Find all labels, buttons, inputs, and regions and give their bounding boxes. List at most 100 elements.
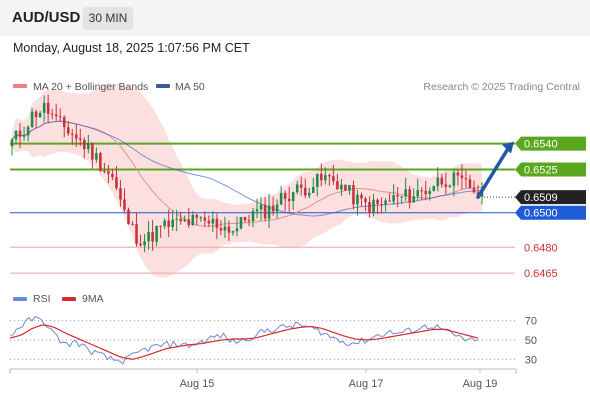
x-tick-label: Aug 15 [180, 378, 215, 390]
candle-body [412, 196, 415, 203]
candle-body [235, 228, 239, 232]
candle-body [171, 219, 174, 228]
candle [436, 167, 440, 192]
current-price-label-box [515, 190, 586, 205]
candle-body [392, 195, 395, 202]
candle-body [456, 172, 460, 176]
candle [420, 186, 424, 201]
candle-body [380, 203, 383, 205]
resistance-label-box [515, 162, 586, 177]
candle-body [324, 175, 327, 181]
candle [456, 169, 460, 186]
candle [139, 234, 142, 247]
candle-body [99, 153, 102, 171]
candle-body [58, 116, 62, 118]
candle-body [311, 187, 315, 193]
candle [95, 147, 98, 163]
candle [291, 191, 295, 210]
candle [235, 216, 239, 237]
candle [428, 187, 432, 201]
candle-body [267, 205, 271, 219]
candle-body [195, 214, 199, 218]
candle [151, 220, 154, 251]
candle-body [444, 184, 448, 187]
candle [219, 220, 223, 236]
support-label: 0.6500 [524, 208, 558, 220]
bollinger-legend-swatch [13, 84, 27, 88]
candle-body [46, 102, 50, 114]
candle [66, 120, 70, 136]
candle-body [243, 216, 247, 221]
candle [424, 180, 428, 201]
candle [87, 134, 90, 154]
timeframe-button[interactable]: 30 MIN [83, 7, 133, 30]
candle-body [219, 227, 223, 231]
candle-body [332, 176, 335, 182]
candle [207, 215, 211, 228]
candle [187, 208, 191, 228]
candle [155, 225, 158, 247]
candle-body [452, 172, 456, 186]
candle [103, 162, 106, 174]
candle [267, 194, 271, 228]
candle [356, 189, 359, 216]
candle [74, 124, 78, 147]
rsi-level-label: 70 [525, 316, 537, 328]
candle-body [155, 225, 158, 242]
candle-body [239, 216, 243, 229]
candle [159, 225, 162, 238]
candle-body [428, 191, 432, 195]
rsi-level-label: 50 [525, 335, 537, 347]
candle-body [404, 189, 407, 197]
candle-body [360, 194, 363, 199]
candle [311, 177, 315, 194]
candle-body [107, 171, 110, 174]
candle [247, 214, 251, 226]
candle-body [364, 198, 367, 203]
candle [167, 209, 170, 238]
candle-body [307, 192, 311, 196]
candle [10, 138, 14, 156]
candle-body [211, 218, 215, 224]
candle [332, 164, 335, 186]
candle-body [440, 177, 444, 185]
candle-body [376, 199, 379, 204]
candle-body [151, 231, 154, 242]
candle-body [344, 184, 347, 191]
candle-body [163, 220, 166, 227]
candle-body [111, 173, 114, 178]
candle [111, 168, 114, 181]
candle [299, 176, 303, 196]
candle-body [207, 220, 211, 224]
candle [239, 216, 243, 230]
candle-body [368, 202, 371, 213]
candle [231, 230, 235, 236]
ma50-legend-label: MA 50 [175, 81, 205, 93]
candle [251, 207, 255, 228]
rsi-legend-swatch [13, 297, 27, 301]
candle [444, 172, 448, 195]
candle-body [255, 209, 259, 212]
candle-body [87, 143, 90, 150]
candle [340, 178, 343, 197]
candle [175, 209, 178, 232]
rsi-ma-legend-swatch [62, 297, 76, 301]
candle-body [472, 187, 476, 193]
candle [255, 198, 259, 219]
candle-body [227, 226, 231, 233]
candle [195, 213, 199, 226]
candle [115, 165, 118, 191]
ma50-line [11, 120, 483, 217]
candle-body [320, 173, 323, 181]
candle [344, 184, 347, 191]
candle [392, 184, 395, 205]
candle-body [119, 188, 122, 200]
candle-body [448, 185, 452, 187]
candle [127, 207, 130, 225]
candle-body [287, 198, 291, 202]
candle-body [131, 224, 134, 226]
candle-body [103, 170, 106, 172]
candle [372, 193, 375, 217]
candle [179, 211, 183, 225]
candle [50, 108, 54, 120]
